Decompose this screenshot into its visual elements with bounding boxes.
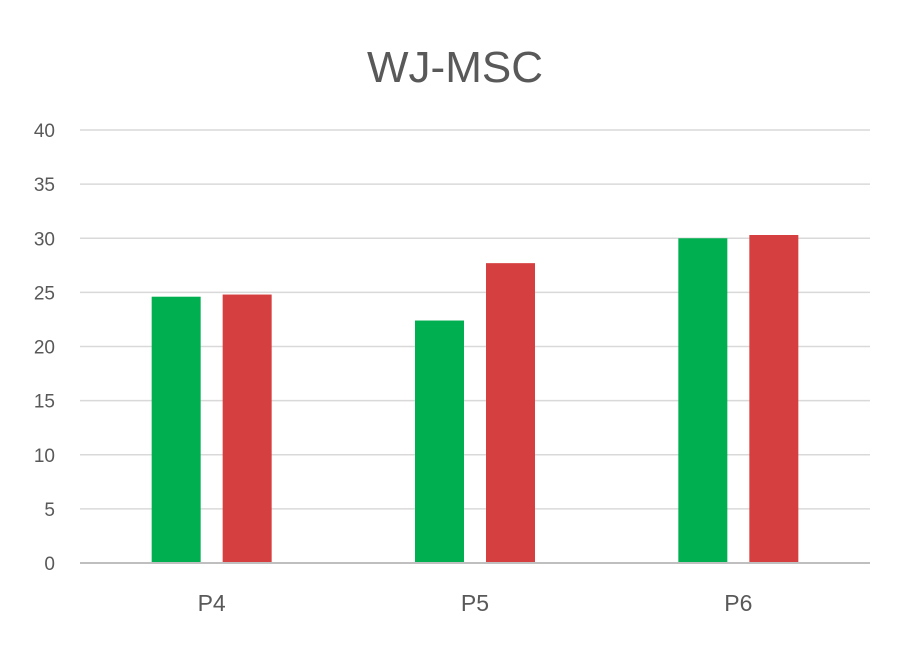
- y-tick-label: 10: [34, 446, 55, 467]
- bar-p6-series-2: [749, 235, 799, 563]
- y-tick-label: 20: [34, 338, 55, 359]
- bar-p4-series-2: [222, 294, 272, 563]
- bars: [151, 235, 799, 563]
- x-tick-label: P4: [198, 590, 226, 616]
- y-tick-label: 30: [34, 229, 55, 250]
- gridlines: [80, 129, 870, 510]
- y-tick-label: 40: [34, 121, 55, 142]
- x-tick-labels: P4 P5 P6: [198, 590, 753, 616]
- bar-p5-series-2: [486, 263, 535, 563]
- y-tick-label: 15: [34, 392, 55, 413]
- bar-p4-series-1: [151, 296, 201, 563]
- y-tick-label: 0: [44, 554, 55, 575]
- x-tick-label: P6: [724, 590, 752, 616]
- y-tick-label: 25: [34, 283, 55, 304]
- y-tick-label: 35: [34, 175, 55, 196]
- y-tick-label: 5: [44, 500, 55, 521]
- y-tick-labels: 0 5 10 15 20 25 30 35 40: [34, 121, 55, 575]
- chart-title: WJ-MSC: [367, 43, 543, 92]
- bar-p5-series-1: [415, 320, 464, 563]
- x-tick-label: P5: [461, 590, 489, 616]
- bar-p6-series-1: [678, 238, 728, 563]
